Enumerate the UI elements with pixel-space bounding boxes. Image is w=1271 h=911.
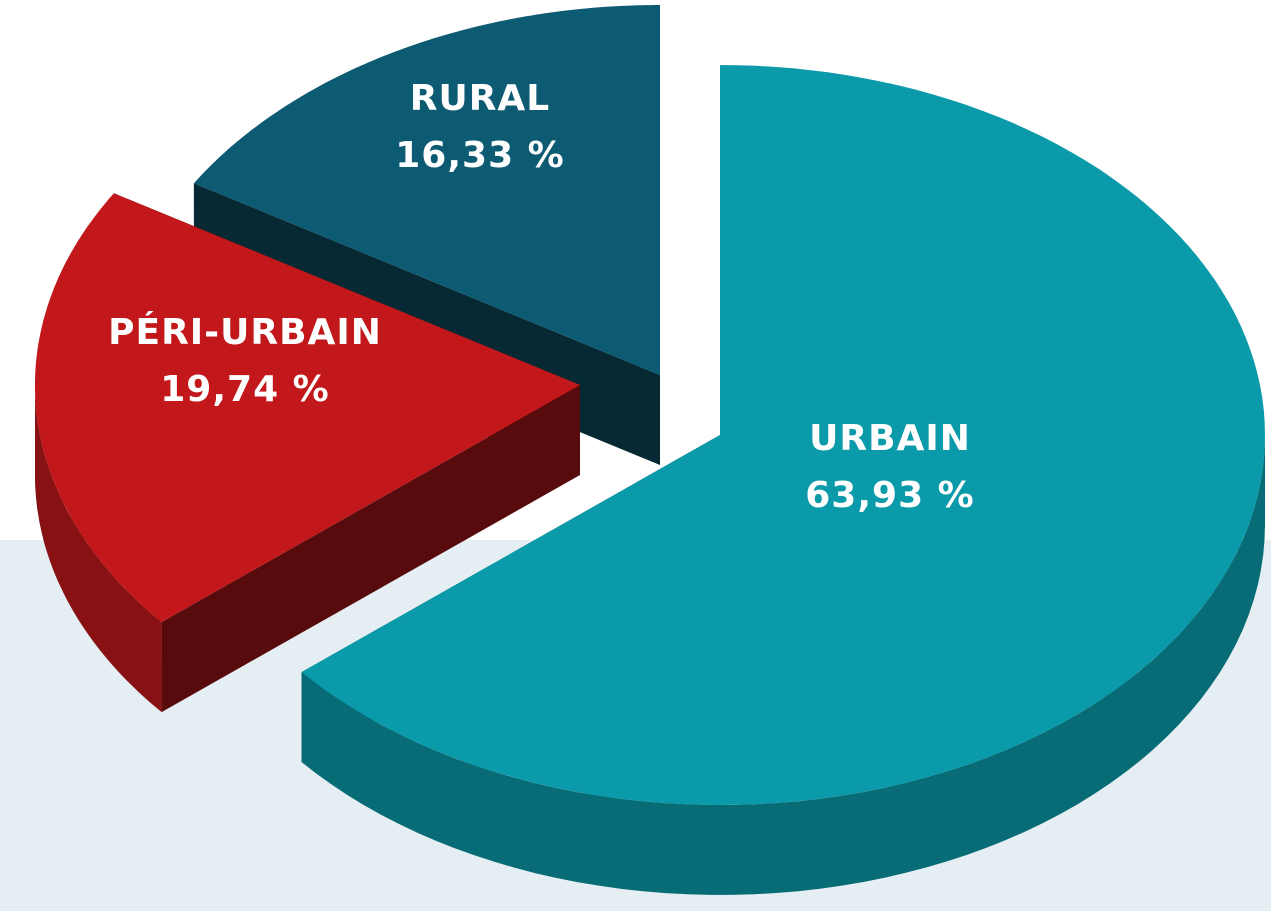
slice-value-label: 16,33 %: [395, 135, 564, 176]
slice: [301, 65, 1266, 805]
slice-wall: [161, 385, 580, 713]
slice: [193, 5, 660, 375]
slice: [35, 193, 580, 623]
slice-category-label: URBAIN: [809, 418, 971, 459]
slice-rim: [301, 435, 1266, 895]
slice-rim: [35, 385, 162, 713]
slice-category-label: PÉRI-URBAIN: [108, 311, 382, 353]
slice-category-label: RURAL: [410, 78, 550, 119]
slice-value-label: 63,93 %: [805, 475, 974, 516]
slice-value-label: 19,74 %: [160, 369, 329, 410]
